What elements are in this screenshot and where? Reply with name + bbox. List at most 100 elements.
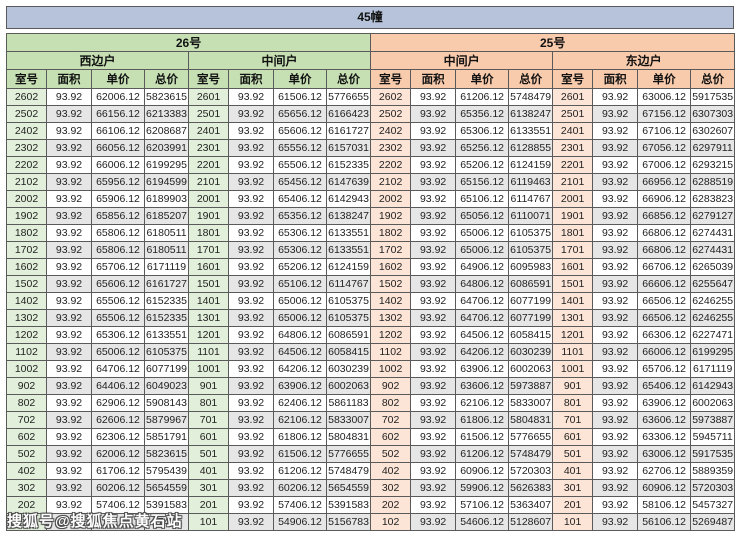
total-price-cell: 6105375	[508, 241, 554, 259]
room-cell: 1901	[552, 207, 594, 225]
total-price-cell: 6058415	[508, 326, 554, 344]
unit-price-cell: 65256.12	[455, 139, 510, 157]
unit-price-cell: 63006.12	[637, 88, 692, 106]
total-price-cell: 5363407	[508, 496, 554, 514]
room-cell: 2602	[370, 88, 412, 106]
room-cell: 1401	[552, 292, 594, 310]
unit-price-cell: 63606.12	[637, 411, 692, 429]
area-cell: 93.92	[592, 377, 639, 395]
total-price-cell: 6077199	[508, 292, 554, 310]
area-cell: 93.92	[410, 292, 457, 310]
total-price-cell: 6157031	[325, 139, 372, 157]
unit-header: 东边户	[552, 51, 736, 70]
unit-price-cell: 64906.12	[455, 258, 510, 276]
total-price-cell: 6152335	[144, 292, 189, 310]
unit-price-cell: 58106.12	[637, 496, 692, 514]
area-cell: 93.92	[592, 241, 639, 259]
area-cell: 93.92	[592, 224, 639, 242]
unit-price-cell: 66106.12	[91, 122, 145, 140]
total-price-cell: 5748479	[508, 88, 554, 106]
unit-price-cell: 63006.12	[637, 445, 692, 463]
room-cell: 1301	[188, 309, 229, 327]
area-cell: 93.92	[46, 343, 92, 361]
room-cell: 801	[552, 394, 594, 412]
total-price-cell: 5833007	[508, 394, 554, 412]
unit-price-cell: 61706.12	[91, 462, 145, 480]
unit-price-cell: 62406.12	[273, 394, 327, 412]
room-cell: 2201	[188, 156, 229, 174]
total-price-cell: 5654559	[144, 479, 189, 497]
total-price-cell: 6142943	[325, 190, 372, 208]
room-cell: 2502	[6, 105, 47, 123]
total-price-cell: 6086591	[508, 275, 554, 293]
room-cell: 501	[552, 445, 594, 463]
total-price-cell: 6213383	[144, 105, 189, 123]
total-price-cell: 6133551	[144, 326, 189, 344]
total-price-cell: 5833007	[325, 411, 372, 429]
total-price-cell: 6297911	[690, 139, 736, 157]
area-cell: 93.92	[410, 428, 457, 446]
unit-price-cell: 66006.12	[637, 343, 692, 361]
total-price-cell: 6302607	[690, 122, 736, 140]
unit-price-cell: 64206.12	[273, 360, 327, 378]
table-row: 1202 93.92 65306.12 6133551 1201 93.92 64806.1…	[6, 326, 736, 344]
total-price-cell: 6293215	[690, 156, 736, 174]
unit-price-col-header: 单价	[91, 69, 145, 89]
area-cell: 93.92	[410, 360, 457, 378]
room-cell: 502	[370, 445, 412, 463]
area-cell: 93.92	[592, 258, 639, 276]
total-price-cell: 6203991	[144, 139, 189, 157]
area-cell: 93.92	[228, 275, 274, 293]
table-row: 1402 93.92 65506.12 6152335 1401 93.92 65006.1…	[6, 292, 736, 310]
room-cell: 401	[188, 462, 229, 480]
room-cell: 201	[188, 496, 229, 514]
total-price-col-header: 总价	[144, 69, 189, 89]
room-cell: 1202	[370, 326, 412, 344]
area-cell: 93.92	[228, 343, 274, 361]
total-price-cell: 6194599	[144, 173, 189, 191]
unit-price-cell: 65856.12	[91, 207, 145, 225]
unit-price-cell: 64706.12	[455, 309, 510, 327]
room-col-header: 室号	[6, 69, 47, 89]
total-price-cell: 5457327	[690, 496, 736, 514]
area-cell: 93.92	[46, 428, 92, 446]
unit-price-cell: 60906.12	[637, 479, 692, 497]
total-price-col-header: 总价	[690, 69, 736, 89]
table-row: 402 93.92 61706.12 5795439 401 93.92 61206.12 5…	[6, 462, 736, 480]
total-price-cell: 6002063	[690, 394, 736, 412]
unit-price-cell: 63906.12	[273, 377, 327, 395]
unit-price-cell: 60906.12	[455, 462, 510, 480]
area-cell: 93.92	[410, 207, 457, 225]
room-cell: 902	[370, 377, 412, 395]
room-cell: 1702	[6, 241, 47, 259]
table-row: 2402 93.92 66106.12 6208687 2401 93.92 65606.1…	[6, 122, 736, 140]
unit-price-cell: 65506.12	[91, 309, 145, 327]
table-row: 802 93.92 62906.12 5908143 801 93.92 62406.12 5…	[6, 394, 736, 412]
total-price-cell: 6114767	[508, 190, 554, 208]
area-cell: 93.92	[410, 88, 457, 106]
area-cell	[46, 513, 92, 531]
total-price-cell: 6171119	[144, 258, 189, 276]
area-cell: 93.92	[228, 292, 274, 310]
area-cell: 93.92	[592, 190, 639, 208]
room-cell: 1201	[552, 326, 594, 344]
room-cell: 1401	[188, 292, 229, 310]
room-cell: 2401	[188, 122, 229, 140]
unit-price-cell: 66606.12	[637, 275, 692, 293]
room-cell: 1001	[188, 360, 229, 378]
table-row: 1502 93.92 65606.12 6161727 1501 93.92 65106.1…	[6, 275, 736, 293]
table-row: 302 93.92 60206.12 5654559 301 93.92 60206.12 5…	[6, 479, 736, 497]
room-cell: 702	[370, 411, 412, 429]
table-row: 1802 93.92 65806.12 6180511 1801 93.92 65306.1…	[6, 224, 736, 242]
unit-price-cell: 66706.12	[637, 258, 692, 276]
area-cell: 93.92	[592, 156, 639, 174]
room-cell: 2202	[6, 156, 47, 174]
room-cell: 1602	[370, 258, 412, 276]
total-price-cell: 6185207	[144, 207, 189, 225]
area-cell: 93.92	[46, 479, 92, 497]
area-cell: 93.92	[46, 139, 92, 157]
total-price-cell: 5391583	[144, 496, 189, 514]
room-cell: 1801	[552, 224, 594, 242]
unit-price-cell: 61206.12	[273, 462, 327, 480]
total-price-cell: 6030239	[508, 343, 554, 361]
